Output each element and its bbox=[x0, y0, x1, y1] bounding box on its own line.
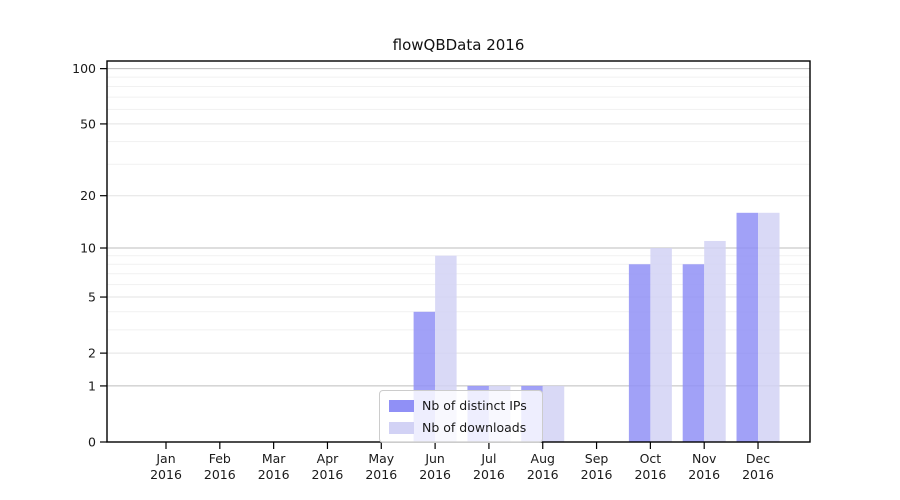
y-tick-label-0: 0 bbox=[88, 435, 96, 450]
y-tick-label-2: 2 bbox=[88, 346, 96, 361]
bar-dec-downloads bbox=[758, 212, 780, 442]
legend-swatch-downloads bbox=[389, 421, 414, 434]
y-tick-label-1: 1 bbox=[88, 378, 96, 393]
bar-oct-distinct-ips bbox=[628, 264, 651, 442]
chart-title: flowQBData 2016 bbox=[392, 36, 525, 54]
legend-item-distinct-ips: Nb of distinct IPs bbox=[389, 398, 533, 413]
y-tick-label-10: 10 bbox=[80, 241, 96, 256]
x-tick-label-mar: Mar 2016 bbox=[258, 451, 290, 482]
x-tick-label-feb: Feb 2016 bbox=[204, 451, 236, 482]
bar-dec-distinct-ips bbox=[736, 212, 759, 442]
y-tick-label-5: 5 bbox=[88, 290, 96, 305]
legend: Nb of distinct IPs Nb of downloads bbox=[379, 390, 543, 443]
legend-item-downloads: Nb of downloads bbox=[389, 420, 533, 435]
x-tick-label-dec: Dec 2016 bbox=[742, 451, 774, 482]
bar-oct-downloads bbox=[650, 248, 672, 442]
x-tick-label-aug: Aug 2016 bbox=[527, 451, 559, 482]
x-tick-label-oct: Oct 2016 bbox=[634, 451, 666, 482]
x-tick-label-jun: Jun 2016 bbox=[419, 451, 451, 482]
x-tick-label-nov: Nov 2016 bbox=[688, 451, 720, 482]
y-tick-label-20: 20 bbox=[80, 188, 96, 203]
x-tick-label-may: May 2016 bbox=[365, 451, 397, 482]
y-tick-label-50: 50 bbox=[80, 116, 96, 131]
x-tick-label-jan: Jan 2016 bbox=[150, 451, 182, 482]
legend-label-distinct-ips: Nb of distinct IPs bbox=[422, 398, 527, 413]
y-tick-label-100: 100 bbox=[72, 61, 96, 76]
x-tick-label-sep: Sep 2016 bbox=[581, 451, 613, 482]
x-tick-label-apr: Apr 2016 bbox=[312, 451, 344, 482]
legend-label-downloads: Nb of downloads bbox=[422, 420, 527, 435]
bar-nov-downloads bbox=[704, 240, 726, 442]
bar-nov-distinct-ips bbox=[682, 264, 705, 442]
legend-swatch-distinct-ips bbox=[389, 399, 414, 412]
x-tick-label-jul: Jul 2016 bbox=[473, 451, 505, 482]
bar-aug-downloads bbox=[542, 385, 565, 442]
